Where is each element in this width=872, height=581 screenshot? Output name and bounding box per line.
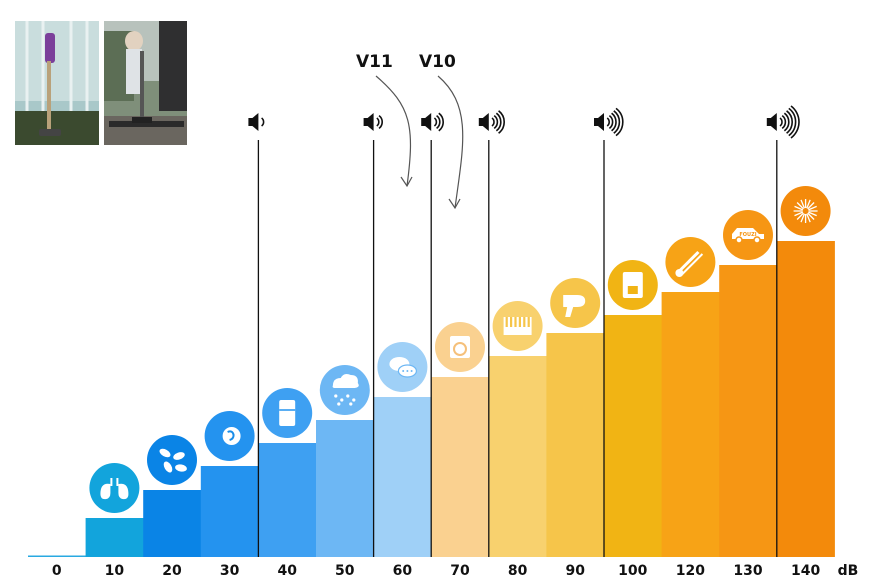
tick-label-40: 40 (277, 563, 297, 579)
tick-label-120: 120 (676, 563, 705, 579)
annotation-v11: V11 (356, 52, 393, 72)
annotation-v10: V10 (419, 52, 456, 72)
tick-label-70: 70 (450, 563, 470, 579)
lungs-icon (89, 463, 140, 513)
piano-icon (492, 301, 543, 351)
tick-label-90: 90 (565, 563, 585, 579)
bar-10db (85, 518, 144, 557)
bar-40db (258, 443, 317, 557)
vacuum-v11-photo (15, 21, 99, 145)
car-plate: FOUZI (739, 232, 756, 238)
whisper-icon (204, 411, 255, 461)
tick-label-0: 0 (52, 563, 62, 579)
tick-label-60: 60 (393, 563, 413, 579)
speaker-icon-2-waves (363, 113, 383, 557)
speaker-icon-6-waves (766, 105, 800, 557)
coffee-machine-icon (607, 260, 658, 310)
trombone-icon (665, 237, 716, 287)
conversation-icon (377, 342, 428, 392)
speaker-icon-1-waves (248, 113, 265, 557)
bar-50db (316, 420, 375, 557)
car-horn-icon: FOUZI (723, 210, 773, 260)
bar-0db (28, 555, 87, 557)
tick-label-80: 80 (508, 563, 528, 579)
annotation-arrow-v11 (375, 75, 413, 188)
tick-label-10: 10 (105, 563, 125, 579)
rain-icon (319, 365, 370, 415)
vacuum-v10-photo (104, 21, 187, 145)
fireworks-icon (780, 186, 831, 236)
bar-80db (488, 356, 547, 557)
tick-label-20: 20 (162, 563, 182, 579)
bar-120db (661, 292, 720, 557)
bar-140db (776, 241, 835, 557)
bar-30db (200, 466, 259, 557)
tick-label-130: 130 (733, 563, 762, 579)
bar-90db (546, 333, 605, 557)
tick-label-140: 140 (791, 563, 820, 579)
speaker-icon-4-waves (478, 110, 505, 557)
tick-label-50: 50 (335, 563, 355, 579)
speaker-icon-5-waves (594, 107, 624, 557)
bar-70db (431, 377, 490, 557)
bar-100db (604, 315, 663, 557)
fridge-icon (262, 388, 313, 438)
bar-130db (719, 265, 778, 557)
speaker-icon-3-waves (421, 112, 444, 557)
bar-20db (143, 490, 202, 557)
bar-60db (373, 397, 432, 557)
leaves-icon (147, 435, 197, 485)
tick-label-30: 30 (220, 563, 240, 579)
unit-label: dB (838, 563, 859, 579)
hair-dryer-icon (550, 278, 601, 328)
tick-label-100: 100 (618, 563, 647, 579)
washing-machine-icon (435, 322, 485, 372)
annotation-arrow-v10 (437, 75, 464, 210)
